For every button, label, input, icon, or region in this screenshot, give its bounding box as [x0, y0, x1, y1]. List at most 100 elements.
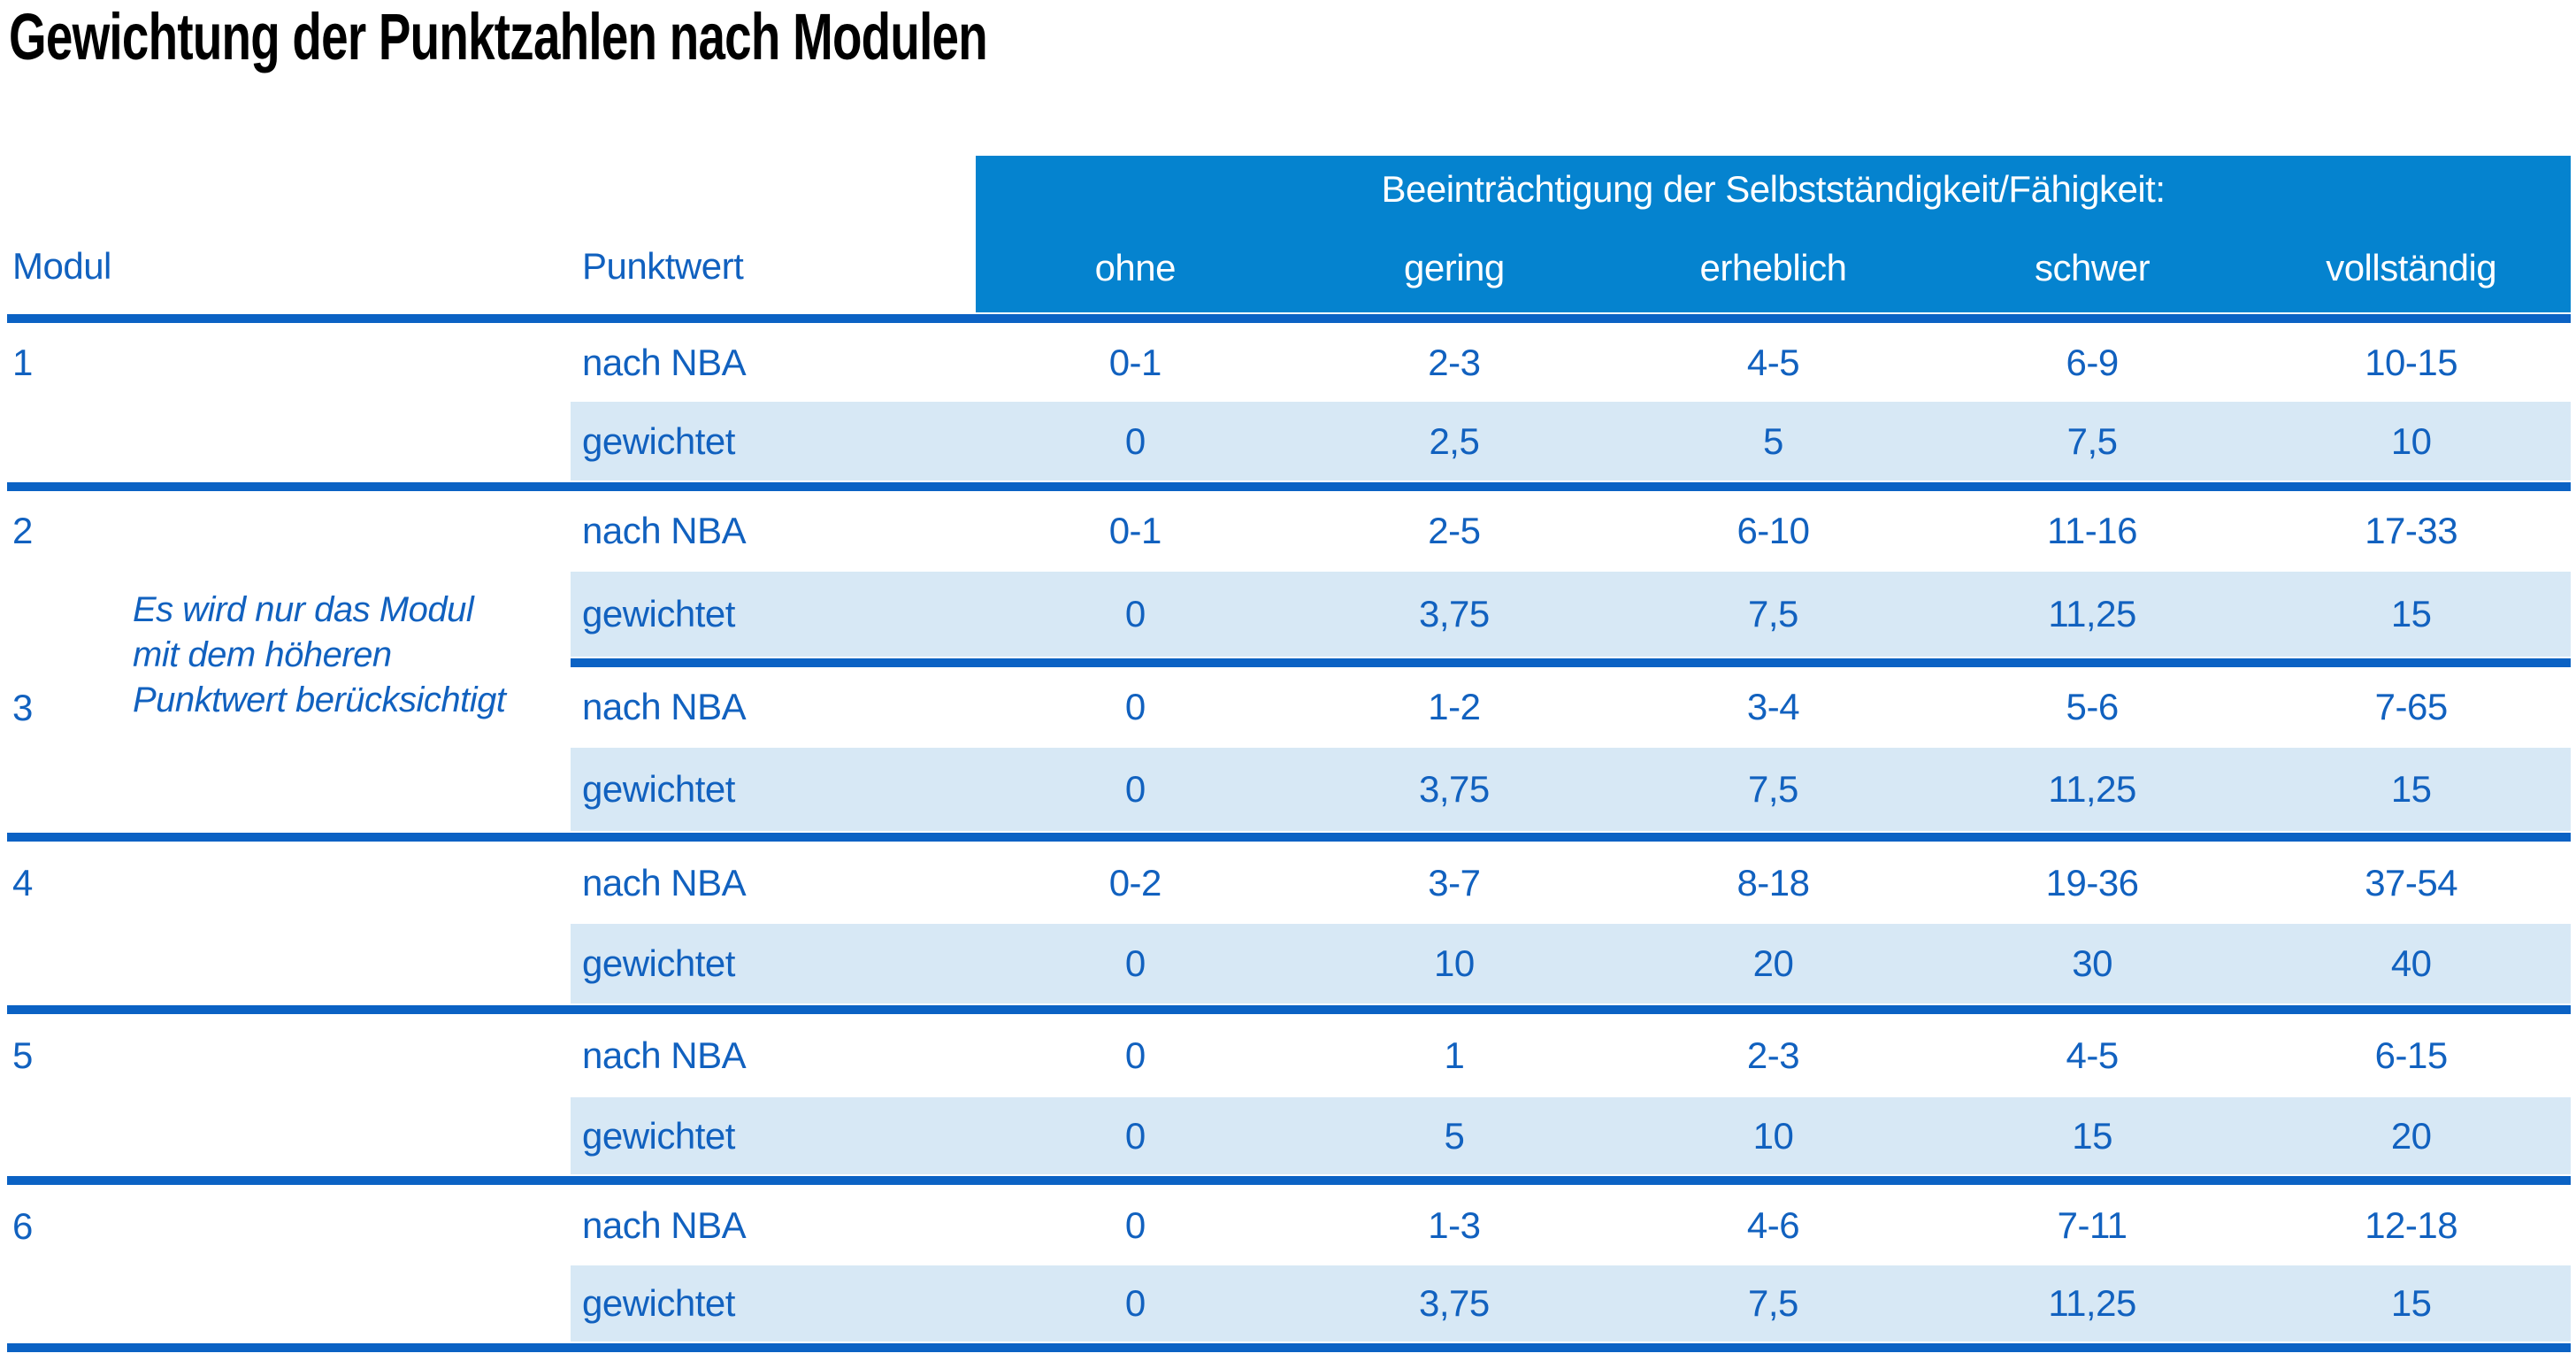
value-cell: 1-3: [1428, 1203, 1481, 1246]
row-type-label: nach NBA: [582, 686, 747, 727]
value-cell: 2-3: [1428, 342, 1481, 383]
column-header-punktwert: Punktwert: [582, 245, 744, 287]
module-2-weighted-row: gewichtet 0 3,75 7,5 11,25 15: [571, 572, 2571, 657]
severity-label-schwer: schwer: [2035, 247, 2150, 288]
value-cell: 5: [1444, 1114, 1465, 1157]
note-line: Es wird nur das Modul: [133, 590, 474, 629]
note-line: Punktwert berücksichtigt: [133, 680, 506, 719]
value-cell: 2-5: [1428, 510, 1481, 551]
value-cell: 17-33: [2365, 510, 2458, 551]
table-header-band: Beeinträchtigung der Selbstständigkeit/F…: [976, 156, 2571, 312]
row-type-label: gewichtet: [582, 593, 735, 634]
value-cell: 20: [1752, 942, 1794, 984]
module-6-raw-row: nach NBA 0 1-3 4-6 7-11 12-18: [571, 1187, 2571, 1264]
modules-2-3-note: Es wird nur das Modul mit dem höheren Pu…: [133, 588, 610, 723]
value-cell: 11,25: [2048, 593, 2136, 634]
value-cell: 3-4: [1746, 686, 1800, 727]
value-cell: 0: [1124, 686, 1146, 727]
row-type-label: nach NBA: [582, 510, 747, 551]
row-type-label: gewichtet: [582, 768, 735, 810]
value-cell: 11-16: [2047, 510, 2137, 551]
row-type-label: nach NBA: [582, 861, 747, 903]
value-cell: 10-15: [2365, 342, 2458, 383]
value-cell: 0-1: [1108, 342, 1162, 383]
value-cell: 7,5: [1748, 768, 1798, 810]
divider-module-5-6: [7, 1176, 2571, 1185]
module-5-weighted-row: gewichtet 0 5 10 15 20: [571, 1097, 2571, 1174]
row-type-label: gewichtet: [582, 419, 735, 462]
module-number-1: 1: [12, 342, 34, 383]
divider-header: [7, 314, 2571, 323]
value-cell: 10: [1752, 1114, 1794, 1157]
value-cell: 3,75: [1419, 593, 1490, 634]
value-cell: 11,25: [2048, 768, 2136, 810]
divider-module-3-4: [7, 833, 2571, 842]
value-cell: 0: [1124, 419, 1146, 462]
value-cell: 5-6: [2066, 686, 2119, 727]
value-cell: 8-18: [1736, 861, 1810, 903]
value-cell: 11,25: [2048, 1282, 2136, 1324]
module-number-6: 6: [12, 1205, 34, 1247]
value-cell: 0: [1124, 1203, 1146, 1246]
value-cell: 6-15: [2374, 1034, 2449, 1076]
value-cell: 0: [1124, 942, 1146, 984]
module-3-weighted-row: gewichtet 0 3,75 7,5 11,25 15: [571, 748, 2571, 831]
value-cell: 7,5: [1748, 593, 1798, 634]
severity-header-row: ohne gering erheblich schwer vollständig: [976, 239, 2571, 297]
module-3-raw-row: nach NBA 0 1-2 3-4 5-6 7-65: [571, 668, 2571, 746]
module-1-raw-row: nach NBA 0-1 2-3 4-5 6-9 10-15: [571, 324, 2571, 402]
value-cell: 0-2: [1108, 861, 1162, 903]
value-cell: 10: [1434, 942, 1475, 984]
divider-bottom: [7, 1343, 2571, 1352]
module-number-4: 4: [12, 862, 34, 903]
value-cell: 15: [2390, 768, 2432, 810]
value-cell: 0: [1124, 1114, 1146, 1157]
page-title: Gewichtung der Punktzahlen nach Modulen: [9, 0, 988, 73]
value-cell: 30: [2072, 942, 2112, 984]
module-number-3: 3: [12, 687, 34, 728]
impairment-header: Beeinträchtigung der Selbstständigkeit/F…: [1381, 168, 2166, 210]
value-cell: 6-10: [1736, 510, 1810, 551]
module-number-5: 5: [12, 1034, 34, 1076]
value-cell: 15: [2072, 1114, 2112, 1157]
divider-module-4-5: [7, 1005, 2571, 1014]
module-5-raw-row: nach NBA 0 1 2-3 4-5 6-15: [571, 1016, 2571, 1096]
module-1-weighted-row: gewichtet 0 2,5 5 7,5 10: [571, 402, 2571, 481]
value-cell: 5: [1763, 419, 1783, 462]
value-cell: 3-7: [1428, 861, 1481, 903]
divider-module-1-2: [7, 482, 2571, 491]
value-cell: 4-5: [1746, 342, 1800, 383]
value-cell: 4-6: [1746, 1203, 1800, 1246]
value-cell: 6-9: [2066, 342, 2119, 383]
value-cell: 12-18: [2365, 1203, 2458, 1246]
value-cell: 0-1: [1108, 510, 1162, 551]
value-cell: 10: [2390, 419, 2432, 462]
value-cell: 0: [1124, 593, 1146, 634]
value-cell: 3,75: [1419, 768, 1490, 810]
note-line: mit dem höheren: [133, 635, 392, 674]
value-cell: 37-54: [2365, 861, 2458, 903]
value-cell: 7-11: [2057, 1203, 2128, 1246]
column-header-modul: Modul: [12, 245, 111, 287]
row-type-label: nach NBA: [582, 1203, 747, 1246]
module-2-raw-row: nach NBA 0-1 2-5 6-10 11-16 17-33: [571, 491, 2571, 571]
value-cell: 0: [1124, 1034, 1146, 1076]
value-cell: 15: [2390, 593, 2432, 634]
severity-label-ohne: ohne: [1094, 247, 1177, 288]
value-cell: 7-65: [2374, 686, 2449, 727]
value-cell: 2,5: [1429, 419, 1480, 462]
module-6-weighted-row: gewichtet 0 3,75 7,5 11,25 15: [571, 1265, 2571, 1342]
value-cell: 40: [2390, 942, 2432, 984]
value-cell: 1: [1444, 1034, 1465, 1076]
value-cell: 7,5: [2066, 419, 2118, 462]
row-type-label: gewichtet: [582, 1282, 735, 1324]
value-cell: 2-3: [1746, 1034, 1800, 1076]
value-cell: 3,75: [1419, 1282, 1490, 1324]
value-cell: 20: [2390, 1114, 2432, 1157]
value-cell: 4-5: [2066, 1034, 2119, 1076]
value-cell: 1-2: [1428, 686, 1481, 727]
divider-module-2-3: [571, 658, 2571, 667]
value-cell: 19-36: [2045, 861, 2139, 903]
value-cell: 0: [1124, 1282, 1146, 1324]
